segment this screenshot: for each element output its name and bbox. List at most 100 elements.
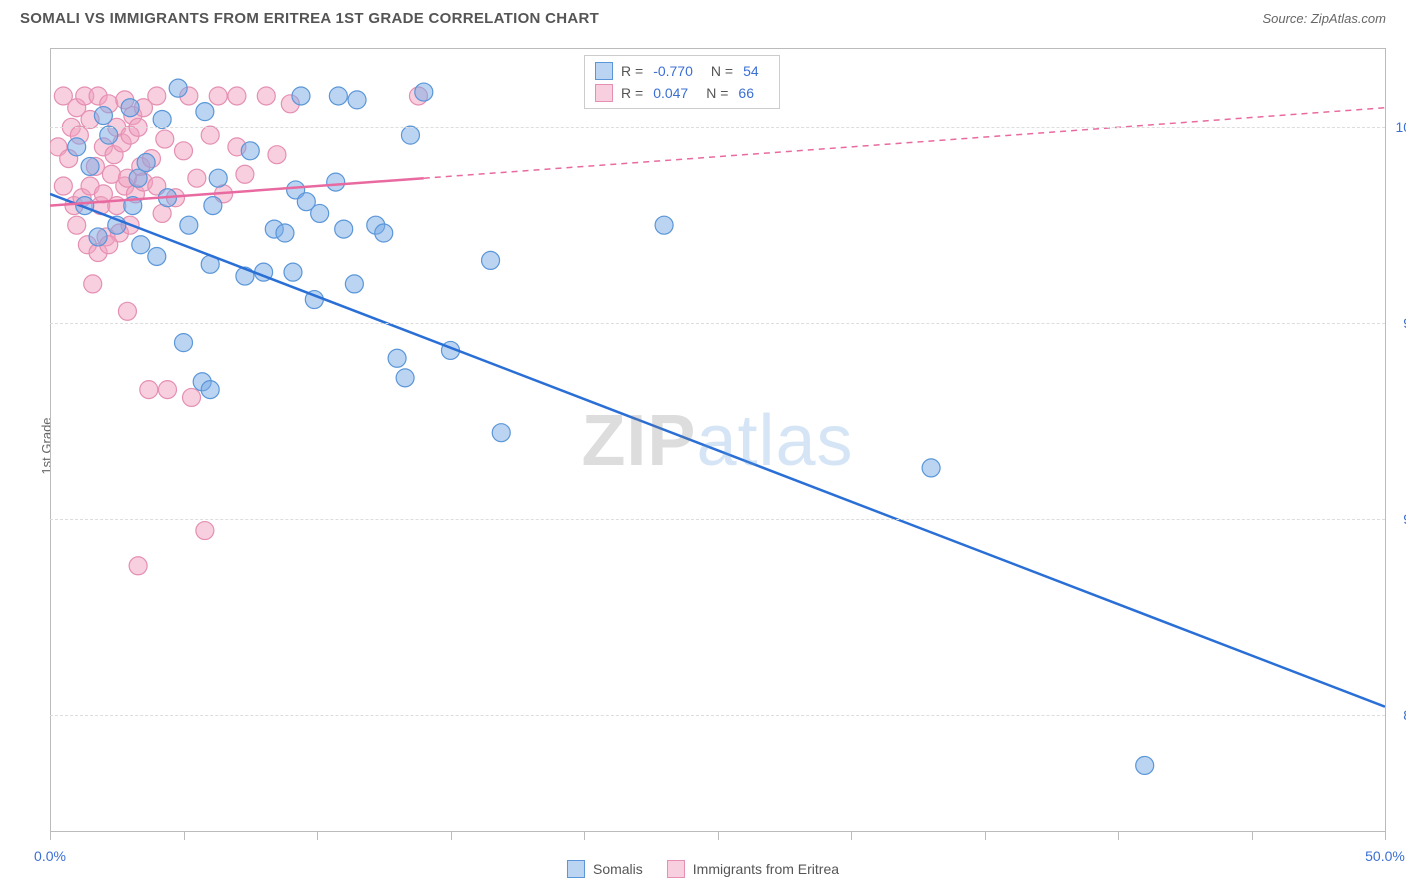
gridline	[50, 127, 1385, 128]
data-point	[169, 79, 187, 97]
legend-r-value: -0.770	[653, 63, 693, 79]
data-point	[153, 110, 171, 128]
x-tick	[1118, 832, 1119, 840]
data-point	[241, 142, 259, 160]
data-point	[375, 224, 393, 242]
data-point	[156, 130, 174, 148]
data-point	[180, 216, 198, 234]
x-tick-label-right: 50.0%	[1365, 848, 1405, 864]
legend-series: Somalis Immigrants from Eritrea	[567, 860, 839, 878]
legend-swatch	[595, 62, 613, 80]
data-point	[1136, 756, 1154, 774]
data-point	[335, 220, 353, 238]
data-point	[188, 169, 206, 187]
data-point	[204, 197, 222, 215]
x-tick	[184, 832, 185, 840]
data-point	[276, 224, 294, 242]
legend-series-item: Immigrants from Eritrea	[667, 860, 839, 878]
data-point	[54, 177, 72, 195]
x-tick	[851, 832, 852, 840]
data-point	[922, 459, 940, 477]
data-point	[89, 228, 107, 246]
data-point	[396, 369, 414, 387]
data-point	[401, 126, 419, 144]
data-point	[345, 275, 363, 293]
x-tick	[1385, 832, 1386, 840]
x-tick	[584, 832, 585, 840]
x-tick	[451, 832, 452, 840]
x-tick	[985, 832, 986, 840]
gridline	[50, 519, 1385, 520]
legend-series-label: Immigrants from Eritrea	[693, 861, 839, 877]
data-point	[482, 251, 500, 269]
data-point	[329, 87, 347, 105]
legend-swatch	[567, 860, 585, 878]
data-point	[268, 146, 286, 164]
data-point	[236, 165, 254, 183]
data-point	[81, 157, 99, 175]
data-point	[118, 302, 136, 320]
data-point	[348, 91, 366, 109]
legend-r-label: R =	[621, 63, 643, 79]
legend-r-label: R =	[621, 85, 643, 101]
data-point	[137, 154, 155, 172]
data-point	[175, 142, 193, 160]
data-point	[121, 99, 139, 117]
data-point	[492, 424, 510, 442]
legend-swatch	[595, 84, 613, 102]
data-point	[284, 263, 302, 281]
data-point	[228, 87, 246, 105]
data-point	[100, 126, 118, 144]
data-point	[129, 557, 147, 575]
data-point	[415, 83, 433, 101]
data-point	[196, 103, 214, 121]
data-point	[175, 334, 193, 352]
data-point	[257, 87, 275, 105]
data-point	[68, 216, 86, 234]
data-point	[655, 216, 673, 234]
x-tick	[718, 832, 719, 840]
trend-line-dashed	[424, 108, 1385, 178]
chart-source: Source: ZipAtlas.com	[1262, 11, 1386, 26]
data-point	[183, 388, 201, 406]
legend-n-value: 66	[738, 85, 754, 101]
x-tick	[50, 832, 51, 840]
data-point	[209, 87, 227, 105]
gridline	[50, 715, 1385, 716]
legend-stat-row: R = 0.047 N = 66	[595, 82, 769, 104]
trend-line	[50, 194, 1385, 707]
legend-series-label: Somalis	[593, 861, 643, 877]
data-point	[94, 107, 112, 125]
legend-n-value: 54	[743, 63, 759, 79]
x-tick-label-left: 0.0%	[34, 848, 66, 864]
gridline	[50, 323, 1385, 324]
legend-statistics: R = -0.770 N = 54 R = 0.047 N = 66	[584, 55, 780, 109]
chart-plot-area: ZIPatlas R =-0.770N =54R =0.047N =66 85.…	[50, 48, 1386, 832]
data-point	[327, 173, 345, 191]
y-tick-label: 100.0%	[1396, 119, 1406, 135]
legend-r-value: 0.047	[653, 85, 688, 101]
data-point	[68, 138, 86, 156]
data-point	[201, 126, 219, 144]
data-point	[388, 349, 406, 367]
legend-swatch	[667, 860, 685, 878]
x-tick	[1252, 832, 1253, 840]
data-point	[158, 381, 176, 399]
legend-n-label: N =	[711, 63, 733, 79]
legend-n-label: N =	[706, 85, 728, 101]
data-point	[140, 381, 158, 399]
data-point	[292, 87, 310, 105]
chart-title: SOMALI VS IMMIGRANTS FROM ERITREA 1ST GR…	[20, 10, 599, 27]
x-tick	[317, 832, 318, 840]
chart-header: SOMALI VS IMMIGRANTS FROM ERITREA 1ST GR…	[0, 0, 1406, 35]
legend-stat-row: R = -0.770 N = 54	[595, 60, 769, 82]
data-point	[148, 247, 166, 265]
data-point	[196, 522, 214, 540]
data-point	[132, 236, 150, 254]
data-point	[84, 275, 102, 293]
data-point	[148, 87, 166, 105]
data-point	[311, 204, 329, 222]
data-point	[201, 381, 219, 399]
legend-series-item: Somalis	[567, 860, 643, 878]
data-point	[209, 169, 227, 187]
